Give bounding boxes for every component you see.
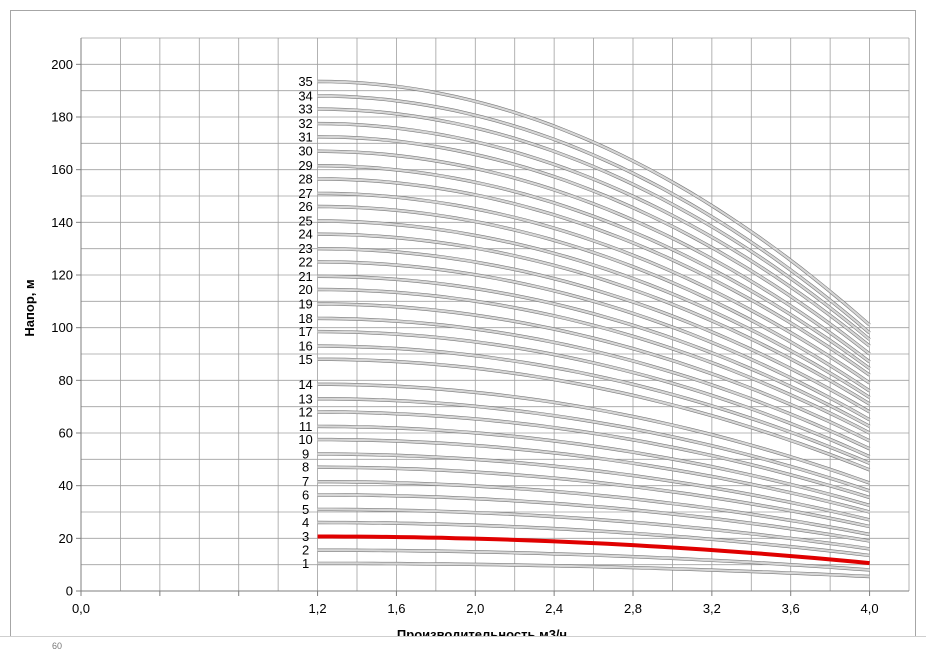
curve-label-29: 29 [298, 158, 312, 173]
pump-curve-15 [317, 358, 871, 471]
x-tick-label: 0,0 [72, 601, 90, 616]
pump-curve-33 [317, 108, 871, 341]
pump-curve-20 [317, 288, 871, 434]
x-tick-label: 4,0 [861, 601, 879, 616]
curve-label-20: 20 [298, 282, 312, 297]
y-tick-label: 100 [51, 320, 73, 335]
pump-curve-30 [317, 150, 871, 363]
curve-labels: 1234567891011121314151617181920212223242… [298, 74, 312, 571]
x-tick-label: 3,6 [782, 601, 800, 616]
curve-label-32: 32 [298, 116, 312, 131]
y-tick-label: 20 [59, 531, 73, 546]
pump-curve-35 [317, 80, 871, 326]
y-tick-label: 120 [51, 268, 73, 283]
curve-label-17: 17 [298, 324, 312, 339]
pump-curve-16 [317, 345, 871, 465]
pump-curve-32 [317, 122, 871, 347]
pump-curve-10 [317, 438, 870, 514]
y-tick-label: 200 [51, 57, 73, 72]
curve-label-6: 6 [302, 487, 309, 502]
pump-curve-18 [317, 317, 871, 450]
pump-curve-19 [317, 302, 871, 442]
curve-label-27: 27 [298, 186, 312, 201]
curve-label-13: 13 [298, 391, 312, 406]
curve-label-23: 23 [298, 241, 312, 256]
curve-label-11: 11 [299, 419, 313, 434]
pump-curve-6 [317, 493, 870, 543]
pump-curve-25 [317, 219, 871, 399]
curve-label-25: 25 [298, 214, 312, 229]
x-tick-label: 1,2 [309, 601, 327, 616]
curve-label-9: 9 [302, 447, 309, 462]
y-tick-label: 0 [66, 584, 73, 599]
curve-label-19: 19 [298, 296, 312, 311]
chart-frame: 1 2 3 4 5 6 7 8 9 10 11 12 13 14 15 16 17 18 19 20 21 22 23 24 2… [10, 10, 916, 644]
x-tick-label: 2,8 [624, 601, 642, 616]
pump-curve-31 [317, 135, 871, 355]
y-tick-label: 60 [59, 426, 73, 441]
curve-label-1: 1 [302, 556, 309, 571]
pump-curve-17 [317, 330, 871, 458]
pump-curves [317, 79, 871, 579]
curve-label-14: 14 [298, 377, 312, 392]
y-tick-label: 160 [51, 162, 73, 177]
pump-curve-5 [317, 508, 870, 550]
curve-label-35: 35 [298, 74, 312, 89]
pump-curve-27 [317, 192, 871, 384]
pump-curve-12 [317, 410, 870, 499]
pump-curve-7 [317, 480, 870, 536]
pump-curve-34 [317, 94, 871, 334]
curve-label-28: 28 [298, 171, 312, 186]
pump-curve-3-highlighted [317, 534, 870, 566]
curve-label-34: 34 [298, 88, 312, 103]
pump-curve-2 [317, 549, 870, 571]
curve-label-22: 22 [298, 254, 312, 269]
pump-curve-24 [317, 233, 871, 405]
curve-label-33: 33 [298, 102, 312, 117]
curve-label-21: 21 [298, 269, 312, 284]
pump-curve-22 [317, 260, 871, 421]
pump-curve-1 [317, 562, 870, 578]
curve-label-4: 4 [302, 515, 309, 530]
x-tick-label: 2,0 [466, 601, 484, 616]
curve-label-10: 10 [298, 432, 312, 447]
pump-curve-chart: 1234567891011121314151617181920212223242… [22, 37, 910, 642]
pump-curve-4 [317, 521, 870, 557]
curve-label-5: 5 [302, 502, 309, 517]
curve-label-26: 26 [298, 199, 312, 214]
pump-curve-11 [317, 425, 870, 507]
y-tick-label: 140 [51, 215, 73, 230]
curve-label-12: 12 [298, 404, 312, 419]
pump-curve-8 [317, 466, 870, 528]
curve-label-16: 16 [298, 339, 312, 354]
y-axis-label: Напор, м [22, 279, 37, 336]
y-tick-label: 80 [59, 373, 73, 388]
x-tick-label: 1,6 [387, 601, 405, 616]
curve-label-24: 24 [298, 227, 312, 242]
axes [76, 38, 909, 596]
pump-curve-23 [317, 247, 871, 413]
y-tick-label: 40 [59, 478, 73, 493]
footer-text: 60 [52, 641, 63, 651]
y-tick-label: 180 [51, 110, 73, 125]
curve-label-2: 2 [302, 543, 309, 558]
pump-curve-21 [317, 275, 871, 428]
x-tick-label: 2,4 [545, 601, 563, 616]
curve-label-15: 15 [298, 352, 312, 367]
page-footer: 60 [0, 636, 926, 653]
curve-label-7: 7 [302, 474, 309, 489]
pump-curve-9 [317, 453, 870, 521]
curve-label-30: 30 [298, 144, 312, 159]
curve-label-3: 3 [302, 529, 309, 544]
pump-curve-29 [317, 164, 871, 370]
curve-label-18: 18 [298, 311, 312, 326]
curve-label-31: 31 [298, 129, 312, 144]
x-tick-label: 3,2 [703, 601, 721, 616]
curve-label-8: 8 [302, 460, 309, 475]
pump-curve-14 [317, 383, 870, 485]
pump-curve-13 [317, 397, 870, 492]
pump-curve-28 [317, 177, 871, 376]
pump-curve-26 [317, 205, 871, 392]
